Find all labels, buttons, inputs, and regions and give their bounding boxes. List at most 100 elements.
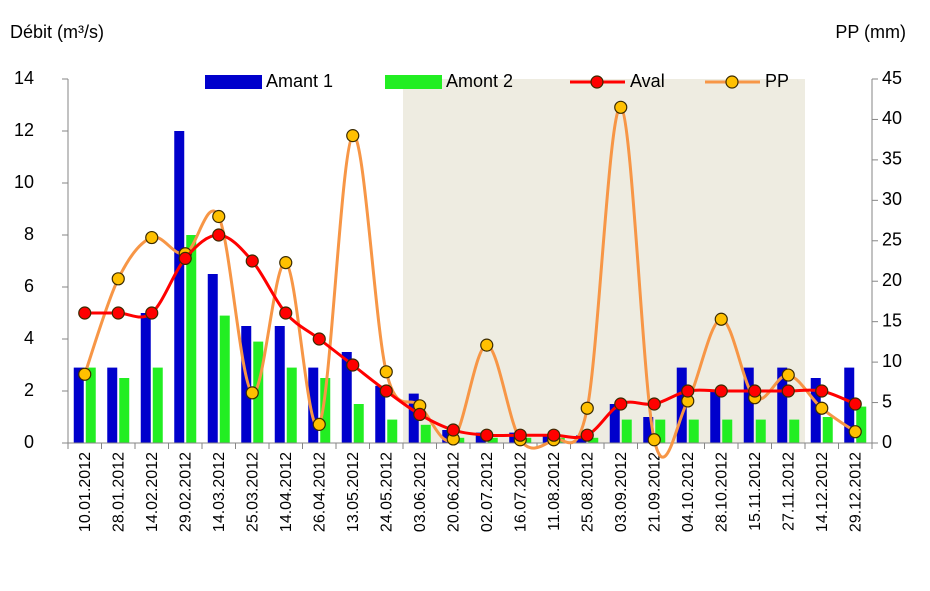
y2-axis-label: PP (mm) <box>835 22 906 42</box>
bar <box>186 235 197 443</box>
bar <box>387 419 398 443</box>
x-tick-label: 14.04.2012 <box>278 452 295 532</box>
bar <box>274 326 285 443</box>
marker <box>614 100 628 114</box>
y2-tick-label: 35 <box>882 149 902 169</box>
x-tick-label: 16.07.2012 <box>512 452 529 532</box>
marker <box>781 368 795 382</box>
bar <box>341 352 352 443</box>
y2-tick-label: 10 <box>882 351 902 371</box>
bar <box>822 417 833 443</box>
marker <box>681 384 695 398</box>
bar <box>286 367 297 443</box>
bar <box>576 435 587 443</box>
x-tick-label: 11.08.2012 <box>546 452 563 531</box>
y-tick-label: 0 <box>24 432 34 452</box>
x-tick-label: 13.05.2012 <box>345 452 362 532</box>
marker <box>714 384 728 398</box>
marker <box>312 332 326 346</box>
y-tick-label: 12 <box>14 120 34 140</box>
marker <box>848 425 862 439</box>
marker <box>614 397 628 411</box>
y2-tick-label: 25 <box>882 230 902 250</box>
marker <box>78 306 92 320</box>
legend-swatch <box>205 75 262 89</box>
bar <box>789 419 800 443</box>
marker <box>580 428 594 442</box>
x-tick-label: 25.03.2012 <box>244 452 261 532</box>
bar <box>241 326 252 443</box>
marker <box>346 358 360 372</box>
x-tick-label: 14.02.2012 <box>144 452 161 532</box>
x-tick-label: 04.10.2012 <box>680 452 697 532</box>
x-tick-label: 20.06.2012 <box>445 452 462 532</box>
y2-tick-label: 0 <box>882 432 892 452</box>
x-tick-label: 28.01.2012 <box>110 452 127 532</box>
y-axis-label: Débit (m³/s) <box>10 22 104 42</box>
x-tick-label: 14.12.2012 <box>814 452 831 532</box>
bar <box>119 378 130 443</box>
bar <box>308 367 319 443</box>
bar <box>743 367 754 443</box>
marker <box>312 417 326 431</box>
bar <box>152 367 163 443</box>
y2-tick-label: 30 <box>882 189 902 209</box>
marker <box>145 230 159 245</box>
x-tick-label: 24.05.2012 <box>378 452 395 532</box>
x-tick-label: 10.01.2012 <box>77 452 94 532</box>
marker <box>78 367 92 381</box>
y-tick-label: 6 <box>24 276 34 296</box>
marker <box>714 312 728 326</box>
legend-label: Aval <box>630 71 665 91</box>
marker <box>480 428 494 442</box>
marker <box>848 397 862 411</box>
y2-tick-label: 20 <box>882 270 902 290</box>
y-tick-label: 4 <box>24 328 34 348</box>
marker <box>446 423 460 437</box>
x-tick-label: 21.09.2012 <box>646 452 663 532</box>
marker <box>480 338 494 352</box>
x-tick-label: 03.06.2012 <box>412 452 429 532</box>
legend-marker <box>590 75 604 89</box>
x-tick-label: 27.11.2012 <box>780 452 797 531</box>
legend-label: PP <box>765 71 789 91</box>
marker <box>145 306 159 320</box>
bar <box>73 367 84 443</box>
legend-label: Amant 1 <box>266 71 333 91</box>
bar <box>320 378 331 443</box>
x-tick-label: 03.09.2012 <box>613 452 630 532</box>
bar <box>353 404 364 443</box>
bar <box>676 367 687 443</box>
marker <box>413 407 427 421</box>
bar <box>487 437 498 443</box>
x-tick-label: 28.10.2012 <box>713 452 730 532</box>
marker <box>111 272 125 286</box>
marker <box>379 365 393 379</box>
marker <box>245 386 259 400</box>
legend-label: Amont 2 <box>446 71 513 91</box>
marker <box>513 428 527 442</box>
marker <box>781 384 795 398</box>
marker <box>748 384 762 398</box>
x-tick-label: 02.07.2012 <box>479 452 496 532</box>
bar <box>710 391 721 443</box>
marker <box>647 433 661 447</box>
bar <box>408 393 419 443</box>
bar <box>609 404 620 443</box>
marker <box>379 384 393 398</box>
x-tick-label: 14.03.2012 <box>211 452 228 532</box>
bar <box>85 367 96 443</box>
bar <box>621 419 632 443</box>
marker <box>815 401 829 415</box>
y-tick-label: 2 <box>24 380 34 400</box>
marker <box>815 384 829 398</box>
bar <box>219 315 230 443</box>
marker <box>178 251 192 265</box>
bar <box>688 419 699 443</box>
marker <box>647 397 661 411</box>
bar <box>140 313 151 443</box>
marker <box>111 306 125 320</box>
marker <box>279 256 293 270</box>
marker <box>346 129 360 143</box>
